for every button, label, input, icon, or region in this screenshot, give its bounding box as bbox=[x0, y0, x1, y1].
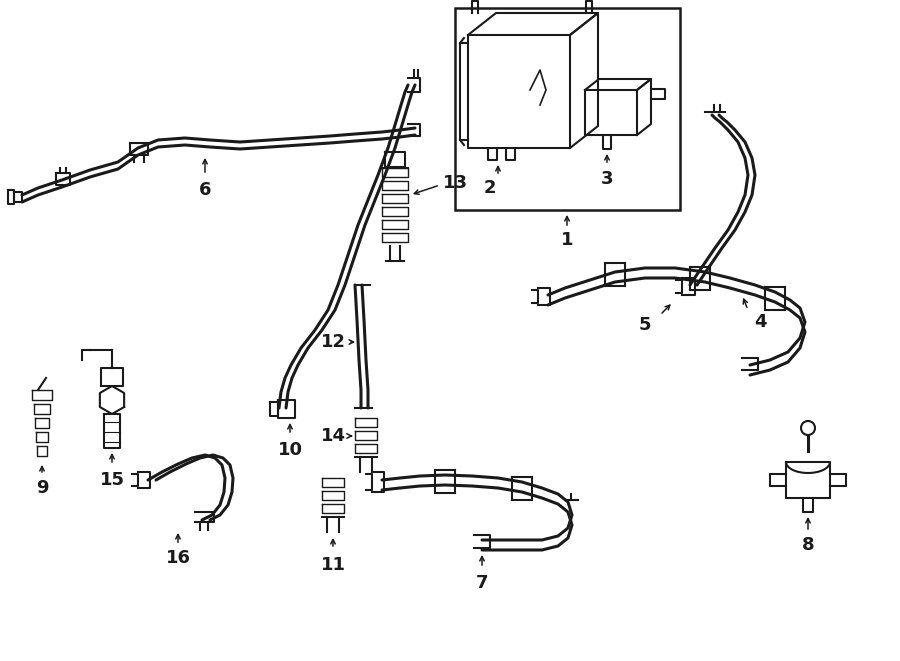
Text: 12: 12 bbox=[320, 333, 346, 351]
Text: 10: 10 bbox=[277, 441, 302, 459]
Text: 16: 16 bbox=[166, 549, 191, 567]
Text: 3: 3 bbox=[601, 170, 613, 188]
Text: 8: 8 bbox=[802, 536, 814, 554]
Text: 1: 1 bbox=[561, 231, 573, 249]
Bar bbox=[455, 8, 680, 210]
Text: 15: 15 bbox=[100, 471, 124, 489]
Text: 6: 6 bbox=[199, 181, 212, 199]
Text: 9: 9 bbox=[36, 479, 49, 497]
Text: 13: 13 bbox=[443, 174, 467, 192]
Circle shape bbox=[801, 421, 815, 435]
Text: 2: 2 bbox=[484, 179, 496, 197]
Text: 14: 14 bbox=[320, 427, 346, 445]
Text: 5: 5 bbox=[639, 316, 652, 334]
Text: 11: 11 bbox=[320, 556, 346, 574]
Text: 7: 7 bbox=[476, 574, 488, 592]
Text: 4: 4 bbox=[754, 313, 766, 331]
